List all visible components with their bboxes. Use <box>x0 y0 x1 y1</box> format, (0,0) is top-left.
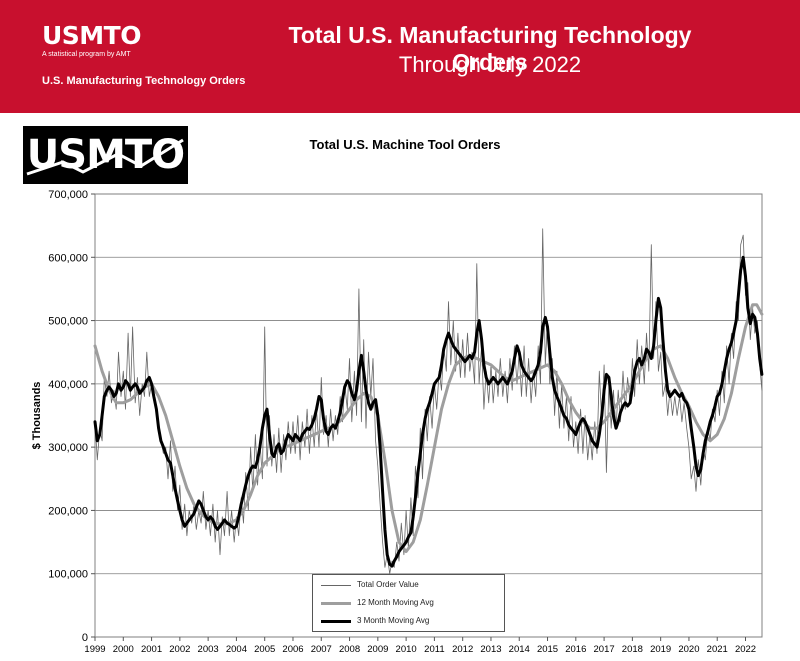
y-tick-label: 600,000 <box>48 252 88 264</box>
legend-swatch-3month <box>321 620 351 623</box>
banner-title: Total U.S. Manufacturing Technology Orde… <box>288 22 692 75</box>
usmto-brand: USMTO A statistical program by AMT U.S. … <box>42 21 245 88</box>
y-tick-label: 200,000 <box>48 505 88 517</box>
x-tick-label: 2007 <box>311 644 332 655</box>
banner-subtitle: Through July 2022 <box>398 52 582 77</box>
x-tick-label: 2004 <box>226 644 247 655</box>
x-tick-label: 2018 <box>622 644 643 655</box>
x-tick-label: 2001 <box>141 644 162 655</box>
y-axis-label: $ Thousands <box>31 382 43 450</box>
x-tick-label: 2003 <box>198 644 219 655</box>
legend-item-3month: 3 Month Moving Avg <box>321 615 501 629</box>
y-tick-label: 100,000 <box>48 569 88 581</box>
usmto-chart-logo: USMTO <box>23 126 188 184</box>
brand-tagline: A statistical program by AMT <box>42 51 131 58</box>
x-tick-label: 2005 <box>254 644 275 655</box>
chart-legend: Total Order Value 12 Month Moving Avg 3 … <box>312 574 505 632</box>
x-tick-label: 2008 <box>339 644 360 655</box>
x-tick-label: 2014 <box>509 644 530 655</box>
x-tick-label: 2016 <box>565 644 586 655</box>
y-tick-label: 300,000 <box>48 442 88 454</box>
series-line-total-order-value <box>94 228 763 575</box>
x-tick-label: 2015 <box>537 644 558 655</box>
x-tick-label: 2009 <box>367 644 388 655</box>
legend-label-3month: 3 Month Moving Avg <box>357 616 430 625</box>
y-tick-label: 700,000 <box>48 189 88 201</box>
y-tick-label: 400,000 <box>48 379 88 391</box>
logo-zigzag-icon <box>26 138 184 176</box>
x-tick-label: 2019 <box>650 644 671 655</box>
x-tick-label: 2017 <box>594 644 615 655</box>
legend-swatch-12month <box>321 602 351 605</box>
legend-label-12month: 12 Month Moving Avg <box>357 598 434 607</box>
x-tick-label: 2020 <box>678 644 699 655</box>
x-tick-label: 2012 <box>452 644 473 655</box>
series-line-3-month-moving-avg <box>93 255 764 568</box>
x-tick-label: 2022 <box>735 644 756 655</box>
x-tick-label: 2002 <box>169 644 190 655</box>
x-tick-label: 2000 <box>113 644 134 655</box>
x-tick-label: 2021 <box>707 644 728 655</box>
x-tick-label: 2013 <box>480 644 501 655</box>
y-tick-label: 500,000 <box>48 316 88 328</box>
x-tick-label: 2011 <box>424 644 444 655</box>
x-tick-label: 1999 <box>84 644 105 655</box>
x-tick-label: 2006 <box>282 644 303 655</box>
legend-swatch-total <box>321 585 351 586</box>
brand-logo: USMTO <box>42 21 142 50</box>
brand-org-name: U.S. Manufacturing Technology Orders <box>42 75 246 87</box>
x-tick-label: 2010 <box>396 644 417 655</box>
legend-item-total: Total Order Value <box>321 579 501 593</box>
legend-item-12month: 12 Month Moving Avg <box>321 597 501 611</box>
y-tick-label: 0 <box>82 632 88 644</box>
header-banner: USMTO A statistical program by AMT U.S. … <box>0 0 800 113</box>
chart-title: Total U.S. Machine Tool Orders <box>309 137 501 152</box>
legend-label-total: Total Order Value <box>357 580 419 589</box>
